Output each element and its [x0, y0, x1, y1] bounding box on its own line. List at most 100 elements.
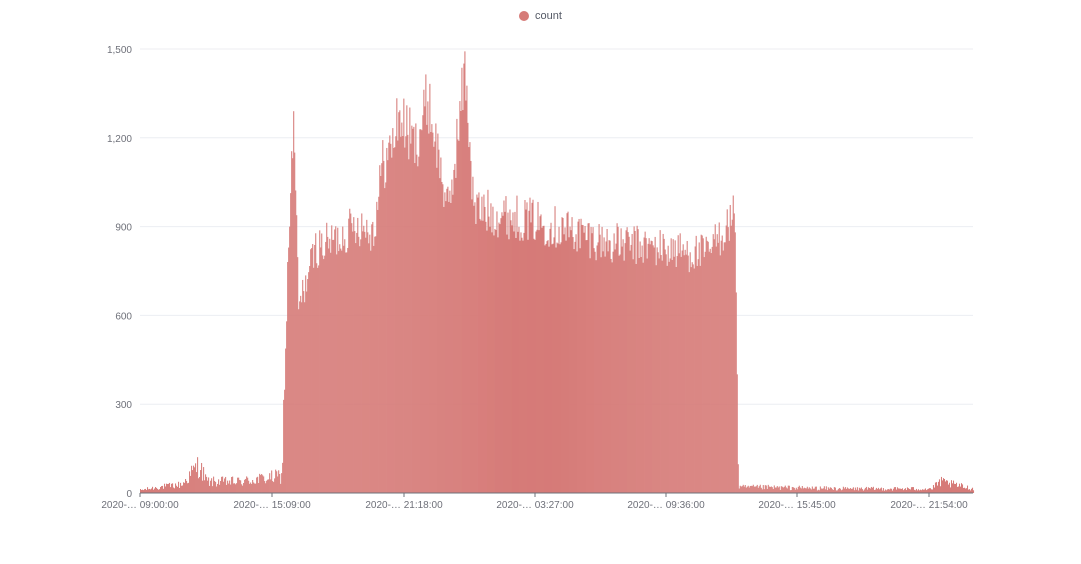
bar-mark [972, 487, 974, 493]
bar-mark [190, 475, 192, 493]
bar-mark [918, 490, 920, 493]
bar-mark [376, 201, 378, 493]
bar-mark [226, 484, 228, 493]
bar-mark [212, 486, 214, 493]
bar-mark [893, 487, 895, 493]
bar-mark [388, 142, 390, 493]
bar-mark [636, 225, 638, 494]
bar-mark [810, 489, 812, 493]
bar-mark [699, 265, 701, 493]
bar-mark [934, 482, 936, 493]
bar-mark [877, 487, 879, 493]
bar-mark [767, 484, 769, 493]
bar-mark [480, 220, 482, 493]
bar-mark [149, 488, 151, 493]
bar-mark [553, 237, 555, 493]
bar-mark [514, 211, 516, 493]
bar-mark [616, 223, 618, 493]
bar-mark [593, 248, 595, 493]
bar-mark [231, 476, 233, 493]
bar-mark [170, 487, 172, 493]
bar-mark [589, 258, 591, 493]
x-tick-label: 2020-… 15:45:00 [758, 500, 836, 511]
bar-mark [517, 231, 519, 493]
bar-mark [684, 249, 686, 493]
bar-mark [239, 479, 241, 493]
bar-mark [431, 124, 433, 493]
bar-mark [789, 490, 791, 493]
bar-mark [861, 489, 863, 493]
legend[interactable]: count [0, 10, 1081, 22]
bar-mark [181, 485, 183, 493]
bar-mark [696, 265, 698, 493]
area-layer [140, 51, 975, 494]
bar-mark [238, 477, 240, 493]
bar-mark [537, 201, 539, 493]
bar-mark [598, 224, 600, 493]
bar-mark [222, 476, 224, 493]
bar-mark [869, 488, 871, 493]
bar-mark [850, 488, 852, 493]
bar-mark [618, 255, 620, 493]
bar-mark [939, 486, 942, 493]
bar-mark [150, 489, 152, 493]
bar-mark [492, 206, 494, 493]
bar-mark [941, 480, 944, 493]
bar-mark [596, 245, 598, 493]
bar-mark [207, 480, 209, 493]
bar-mark [722, 250, 724, 493]
bar-mark [731, 219, 733, 493]
bar-mark [328, 248, 330, 493]
bar-mark [470, 160, 472, 493]
bar-mark [265, 483, 267, 493]
bar-mark [549, 228, 551, 493]
bar-mark [497, 237, 499, 493]
bar-mark [576, 251, 578, 493]
bar-mark [837, 489, 839, 493]
bar-mark [384, 188, 386, 493]
bar-mark [198, 478, 200, 493]
bar-mark [267, 479, 269, 493]
bar-mark [276, 471, 278, 493]
bar-mark [754, 486, 756, 493]
bar-mark [332, 239, 334, 493]
bar-mark [476, 194, 478, 493]
bar-mark [202, 480, 204, 493]
bar-mark [964, 488, 967, 493]
bar-mark [432, 132, 434, 493]
bar-mark [247, 477, 249, 493]
bar-mark [235, 484, 237, 493]
bar-mark [718, 222, 720, 493]
bar-mark [556, 242, 558, 493]
bar-mark [408, 159, 410, 494]
bar-mark [851, 488, 853, 493]
bar-mark [482, 220, 484, 494]
bar-mark [383, 160, 385, 494]
bar-mark [674, 240, 676, 493]
bar-mark [651, 241, 653, 493]
bar-mark [520, 232, 522, 493]
bar-mark [412, 128, 414, 494]
bar-mark [214, 480, 216, 493]
y-tick-label: 900 [115, 223, 132, 234]
bar-mark [914, 490, 916, 493]
bar-mark [299, 301, 301, 493]
bar-mark [838, 488, 840, 493]
bar-mark [666, 265, 668, 493]
bar-mark [949, 487, 952, 493]
bar-mark [357, 217, 359, 494]
bar-mark [652, 245, 654, 493]
bar-mark [631, 233, 633, 493]
bar-mark [263, 476, 265, 493]
bar-mark [242, 485, 244, 493]
bar-mark [777, 487, 779, 493]
bar-mark [436, 167, 438, 493]
bar-mark [753, 486, 755, 493]
bar-mark [694, 246, 696, 493]
bar-mark [529, 197, 531, 493]
bar-mark [243, 482, 245, 493]
bar-mark [250, 482, 252, 493]
bar-mark [286, 321, 288, 493]
bar-mark [522, 240, 524, 493]
bar-mark [174, 488, 176, 493]
